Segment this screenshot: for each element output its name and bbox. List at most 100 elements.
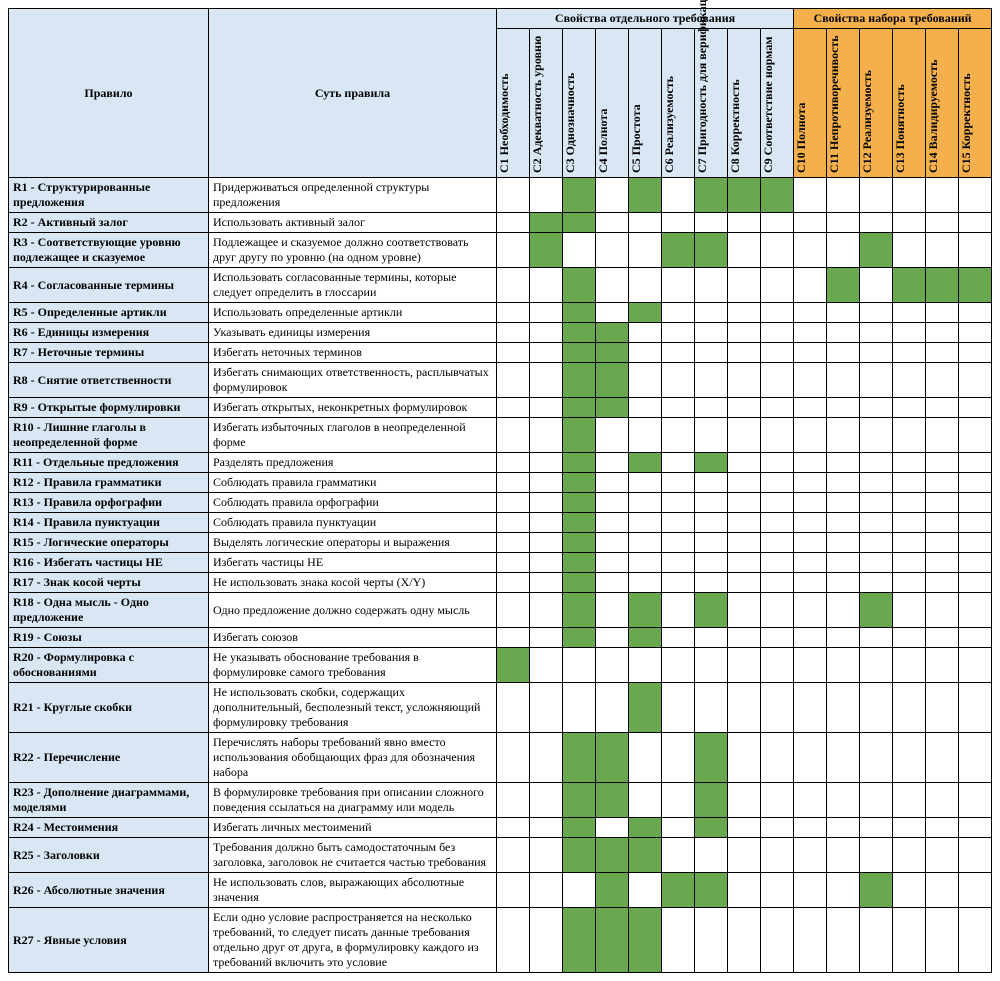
- rule-name-cell: R24 - Местоимения: [9, 818, 209, 838]
- table-body: R1 - Структурированные предложенияПридер…: [9, 178, 992, 973]
- property-label: С12 Реализуемость: [860, 33, 875, 173]
- mark-cell: [893, 453, 926, 473]
- mark-cell: [563, 303, 596, 323]
- mark-cell: [497, 178, 530, 213]
- mark-cell: [959, 363, 992, 398]
- mark-cell: [893, 213, 926, 233]
- property-header: С8 Корректность: [728, 29, 761, 178]
- rule-desc-cell: Избегать открытых, неконкретных формулир…: [209, 398, 497, 418]
- rule-desc-cell: Избегать союзов: [209, 628, 497, 648]
- mark-cell: [497, 213, 530, 233]
- rule-name-cell: R20 - Формулировка с обоснованиями: [9, 648, 209, 683]
- mark-cell: [959, 783, 992, 818]
- mark-cell: [794, 593, 827, 628]
- mark-cell: [728, 733, 761, 783]
- mark-cell: [497, 533, 530, 553]
- mark-cell: [893, 683, 926, 733]
- mark-cell: [596, 303, 629, 323]
- mark-cell: [761, 493, 794, 513]
- mark-cell: [662, 553, 695, 573]
- mark-cell: [728, 873, 761, 908]
- mark-cell: [530, 323, 563, 343]
- mark-cell: [563, 593, 596, 628]
- mark-cell: [926, 418, 959, 453]
- mark-cell: [926, 233, 959, 268]
- mark-cell: [662, 733, 695, 783]
- mark-cell: [761, 398, 794, 418]
- mark-cell: [827, 513, 860, 533]
- mark-cell: [761, 648, 794, 683]
- property-header: С6 Реализуемость: [662, 29, 695, 178]
- mark-cell: [530, 683, 563, 733]
- mark-cell: [860, 553, 893, 573]
- mark-cell: [596, 513, 629, 533]
- rule-desc-cell: Избегать снимающих ответственность, расп…: [209, 363, 497, 398]
- mark-cell: [662, 493, 695, 513]
- mark-cell: [926, 783, 959, 818]
- rule-desc-cell: Придерживаться определенной структуры пр…: [209, 178, 497, 213]
- mark-cell: [530, 453, 563, 473]
- mark-cell: [794, 908, 827, 973]
- mark-cell: [530, 178, 563, 213]
- mark-cell: [662, 268, 695, 303]
- mark-cell: [629, 783, 662, 818]
- property-header: С10 Полнота: [794, 29, 827, 178]
- mark-cell: [860, 513, 893, 533]
- table-row: R14 - Правила пунктуацииСоблюдать правил…: [9, 513, 992, 533]
- mark-cell: [926, 818, 959, 838]
- mark-cell: [662, 873, 695, 908]
- mark-cell: [695, 493, 728, 513]
- mark-cell: [662, 343, 695, 363]
- mark-cell: [827, 873, 860, 908]
- rule-name-cell: R19 - Союзы: [9, 628, 209, 648]
- mark-cell: [860, 453, 893, 473]
- mark-cell: [794, 323, 827, 343]
- mark-cell: [893, 783, 926, 818]
- mark-cell: [497, 573, 530, 593]
- mark-cell: [761, 628, 794, 648]
- mark-cell: [497, 513, 530, 533]
- property-header: С4 Полнота: [596, 29, 629, 178]
- mark-cell: [662, 818, 695, 838]
- mark-cell: [530, 533, 563, 553]
- property-label: С5 Простота: [629, 33, 644, 173]
- mark-cell: [563, 453, 596, 473]
- mark-cell: [959, 268, 992, 303]
- mark-cell: [959, 908, 992, 973]
- mark-cell: [563, 908, 596, 973]
- mark-cell: [827, 398, 860, 418]
- mark-cell: [629, 473, 662, 493]
- mark-cell: [629, 553, 662, 573]
- mark-cell: [794, 818, 827, 838]
- mark-cell: [959, 398, 992, 418]
- table-row: R24 - МестоименияИзбегать личных местоим…: [9, 818, 992, 838]
- mark-cell: [563, 363, 596, 398]
- mark-cell: [728, 178, 761, 213]
- table-row: R18 - Одна мысль - Одно предложениеОдно …: [9, 593, 992, 628]
- mark-cell: [497, 268, 530, 303]
- table-row: R1 - Структурированные предложенияПридер…: [9, 178, 992, 213]
- mark-cell: [695, 453, 728, 473]
- mark-cell: [959, 648, 992, 683]
- mark-cell: [695, 323, 728, 343]
- mark-cell: [827, 178, 860, 213]
- mark-cell: [926, 323, 959, 343]
- property-header: С1 Необходимость: [497, 29, 530, 178]
- mark-cell: [794, 178, 827, 213]
- mark-cell: [530, 493, 563, 513]
- mark-cell: [563, 818, 596, 838]
- mark-cell: [530, 873, 563, 908]
- mark-cell: [662, 473, 695, 493]
- rule-desc-cell: Использовать определенные артикли: [209, 303, 497, 323]
- mark-cell: [959, 873, 992, 908]
- mark-cell: [596, 733, 629, 783]
- rule-desc-cell: Выделять логические операторы и выражени…: [209, 533, 497, 553]
- mark-cell: [662, 573, 695, 593]
- property-header: С9 Соответствие нормам: [761, 29, 794, 178]
- mark-cell: [827, 533, 860, 553]
- property-header: С11 Непротиворечивость: [827, 29, 860, 178]
- rule-name-cell: R13 - Правила орфографии: [9, 493, 209, 513]
- mark-cell: [926, 178, 959, 213]
- mark-cell: [926, 493, 959, 513]
- mark-cell: [893, 268, 926, 303]
